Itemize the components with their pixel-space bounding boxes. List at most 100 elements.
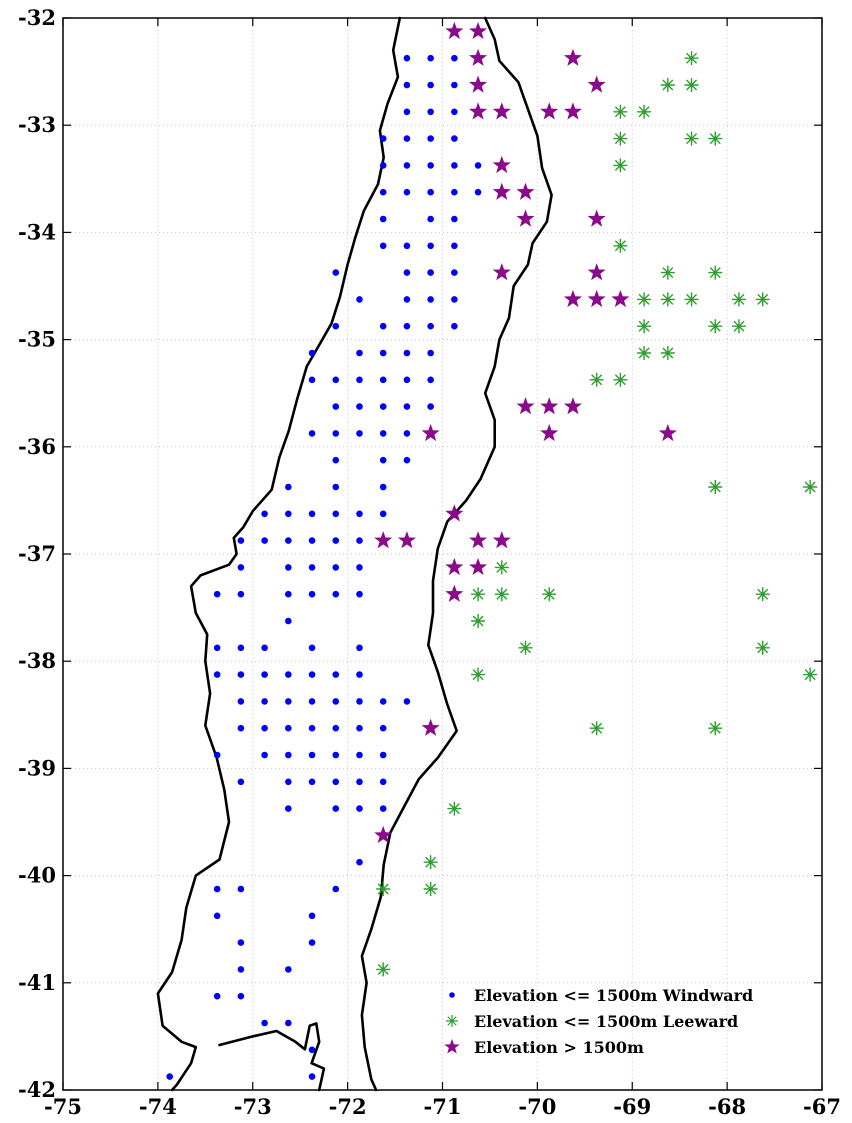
windward-point [285, 778, 292, 786]
windward-point [332, 537, 340, 544]
windward-point [451, 322, 458, 330]
windward-point [332, 778, 340, 786]
border-line [360, 16, 553, 1092]
windward-point [213, 644, 221, 652]
windward-point [213, 912, 221, 920]
windward-point [451, 54, 458, 62]
data-points [166, 21, 818, 1080]
windward-point [332, 322, 340, 330]
high-elevation-point [540, 423, 559, 442]
windward-point [261, 724, 268, 732]
high-elevation-point [516, 397, 535, 415]
windward-point [332, 805, 340, 812]
y-tick-label: -37 [18, 541, 56, 566]
leeward-point [803, 667, 818, 682]
windward-point [379, 349, 387, 357]
high-elevation-point [563, 289, 582, 308]
windward-point [356, 376, 363, 384]
windward-point [451, 162, 458, 169]
windward-point [308, 671, 316, 678]
windward-point [261, 671, 268, 678]
windward-point [308, 510, 316, 518]
windward-point [356, 751, 363, 759]
windward-point [403, 349, 411, 357]
windward-point [403, 296, 411, 303]
windward-point [237, 671, 245, 678]
leeward-point [708, 319, 723, 334]
leeward-point [423, 882, 438, 896]
high-elevation-point [587, 209, 606, 227]
high-elevation-point [469, 557, 488, 576]
windward-point [308, 349, 316, 357]
windward-point [332, 564, 340, 571]
windward-point [403, 456, 411, 464]
high-elevation-point [421, 718, 440, 736]
windward-point [285, 617, 292, 625]
windward-point [308, 644, 316, 652]
leeward-point [660, 346, 675, 360]
y-tick-label: -41 [18, 970, 56, 995]
windward-point [356, 564, 363, 571]
x-tick-label: -67 [803, 1094, 841, 1119]
high-elevation-point [445, 504, 464, 522]
windward-point [427, 54, 434, 62]
windward-point [285, 724, 292, 732]
star-legend-marker [444, 1038, 460, 1054]
windward-point [332, 456, 340, 464]
axis-ticks: -75 -74 -73 -72 -71 -70 -69 -68 -67 -32 -33 -34 -35 -… [18, 5, 841, 1119]
windward-point [403, 188, 411, 196]
leeward-point [613, 158, 628, 173]
windward-point [237, 724, 245, 732]
windward-point [237, 644, 245, 652]
windward-point [285, 483, 292, 491]
legend-label: Elevation <= 1500m Leeward [474, 1012, 738, 1031]
windward-point [356, 724, 363, 732]
windward-point [308, 1073, 316, 1080]
windward-point [308, 430, 316, 437]
high-elevation-point [445, 557, 464, 576]
windward-point [427, 322, 434, 330]
windward-point [308, 939, 316, 946]
windward-point [356, 403, 363, 410]
leeward-point [731, 292, 746, 307]
x-tick-label: -75 [44, 1094, 82, 1119]
leeward-point [494, 560, 509, 575]
windward-point [308, 376, 316, 384]
windward-point [308, 537, 316, 544]
high-elevation-point [421, 423, 440, 442]
leeward-point [708, 721, 723, 736]
windward-point [285, 1019, 292, 1027]
windward-point [427, 81, 434, 89]
windward-point [308, 590, 316, 598]
leeward-point [613, 238, 628, 253]
high-elevation-point [516, 182, 535, 200]
windward-point [332, 510, 340, 518]
leeward-point [637, 346, 652, 360]
high-elevation-point [611, 289, 630, 308]
windward-point [451, 135, 458, 142]
high-elevation-point [445, 584, 464, 602]
leeward-point [423, 855, 438, 870]
windward-point [237, 778, 245, 786]
windward-point [332, 430, 340, 437]
windward-point [474, 188, 482, 196]
windward-point [379, 483, 387, 491]
map-outline [156, 16, 553, 1092]
windward-point [308, 751, 316, 759]
high-elevation-point [469, 102, 488, 120]
windward-point [356, 510, 363, 518]
windward-point [379, 778, 387, 786]
windward-point [379, 698, 387, 705]
windward-point [332, 751, 340, 759]
windward-point [403, 322, 411, 330]
windward-point [379, 805, 387, 812]
x-tick-label: -73 [234, 1094, 272, 1119]
windward-point [332, 376, 340, 384]
windward-point [356, 590, 363, 598]
y-tick-label: -35 [18, 327, 56, 352]
windward-point [379, 430, 387, 437]
leeward-point [803, 480, 818, 494]
y-tick-label: -42 [18, 1077, 56, 1102]
y-tick-label: -39 [18, 755, 56, 780]
